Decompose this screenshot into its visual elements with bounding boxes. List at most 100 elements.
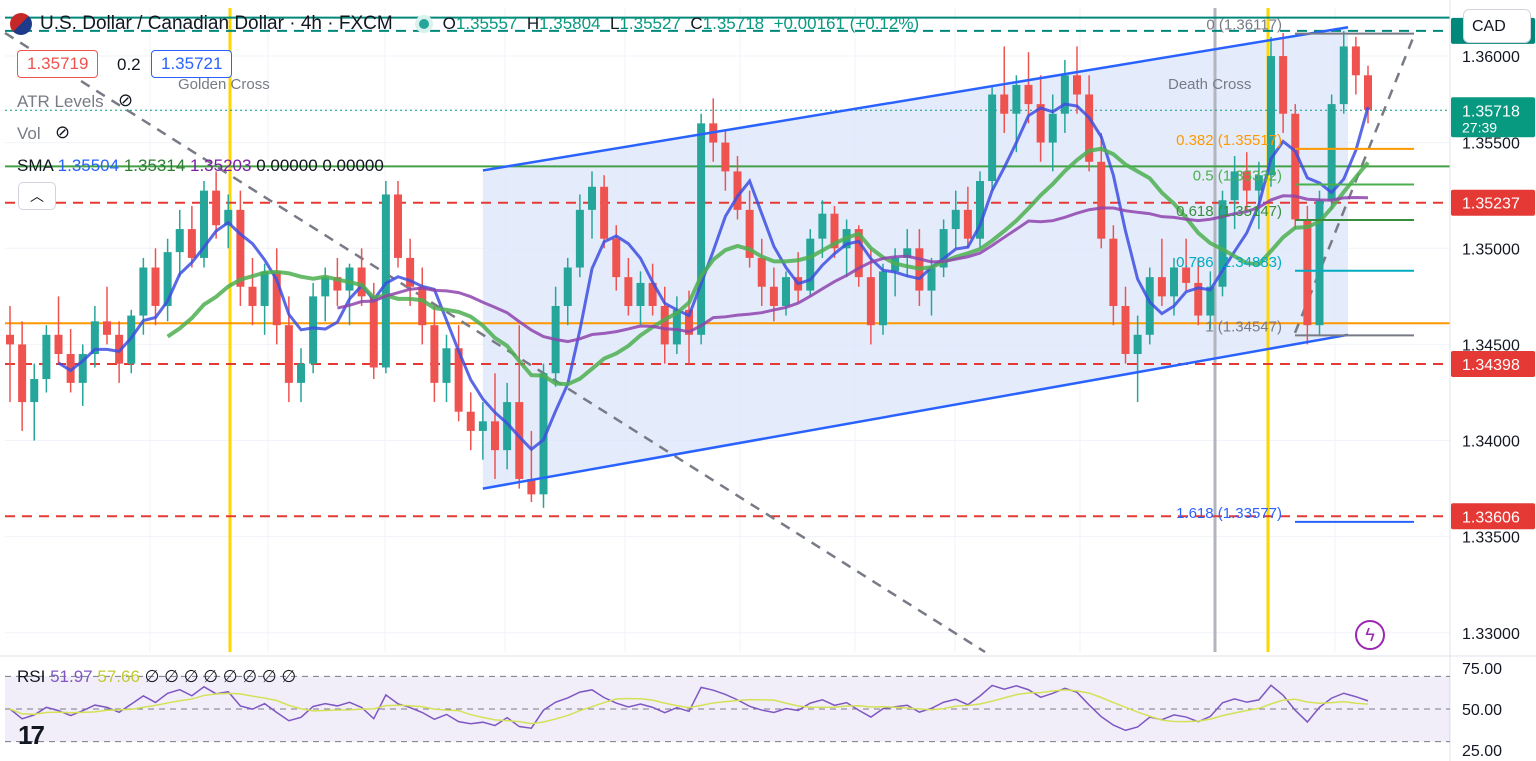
currency-selector[interactable]: CAD: [1463, 9, 1531, 43]
candle-body: [1036, 104, 1045, 143]
candle-body: [600, 186, 609, 239]
candle-body: [1315, 200, 1324, 326]
lightning-icon[interactable]: ϟ: [1355, 620, 1385, 650]
candle-body: [939, 229, 948, 268]
candle-body: [866, 277, 875, 326]
candle-body: [418, 286, 427, 326]
candle-body: [1182, 267, 1191, 283]
fib-label: 0 (1.36117): [1206, 17, 1282, 34]
candle-body: [951, 209, 960, 230]
candle-body: [1145, 277, 1154, 335]
candle-body: [103, 321, 111, 335]
candle-body: [1097, 161, 1106, 239]
candle-body: [333, 277, 342, 291]
rsi-legend[interactable]: RSI 51.97 57.66 ∅ ∅ ∅ ∅ ∅ ∅ ∅ ∅: [17, 667, 297, 686]
candle-body: [660, 305, 669, 345]
candle-body: [297, 363, 305, 383]
sma-value: 0.00000: [317, 156, 384, 175]
candle-body: [1279, 56, 1288, 114]
candle-body: [30, 379, 39, 403]
ohlc-readout: O1.35557 H1.35804 L1.35527 C1.35718 +0.0…: [442, 14, 920, 33]
fib-label: 0.618 (1.35147): [1176, 203, 1282, 220]
sma-line: [166, 146, 1370, 387]
fib-label: 1 (1.34547): [1205, 318, 1282, 335]
spread-value: 0.2: [117, 55, 141, 74]
candle-body: [1133, 334, 1142, 355]
trendline-dashed: [4, 31, 986, 654]
candle-body: [248, 286, 257, 306]
symbol-title[interactable]: U.S. Dollar / Canadian Dollar · 4h · FXC…: [40, 13, 393, 34]
sma-legend[interactable]: SMA 1.35504 1.35314 1.35203 0.00000 0.00…: [17, 156, 384, 175]
fib-label: 0.5 (1.35332): [1193, 167, 1282, 184]
candle-body: [539, 373, 548, 495]
candle-body: [624, 277, 633, 306]
sma-value: 1.35314: [119, 156, 186, 175]
candle-body: [1254, 175, 1263, 191]
candle-body: [648, 282, 657, 306]
candle-body: [66, 354, 75, 383]
candle-body: [139, 267, 148, 316]
fib-label: 1.618 (1.33577): [1176, 505, 1282, 522]
channel-lower-line: [482, 333, 1349, 490]
candle-body: [18, 344, 27, 403]
price-label: 1.35237: [1462, 196, 1520, 213]
candle-body: [1303, 219, 1312, 326]
candle-body: [6, 334, 14, 345]
candle-body: [672, 309, 681, 345]
sma-line: [337, 194, 1369, 344]
candle-body: [782, 277, 790, 306]
candle-body: [1012, 84, 1021, 114]
candle-body: [163, 252, 172, 306]
candle-body: [527, 478, 536, 495]
candle-body: [1085, 94, 1094, 162]
candle-body: [90, 321, 99, 355]
candle-body: [54, 334, 63, 355]
candle-body: [42, 334, 51, 380]
us-flag-icon: [10, 13, 32, 35]
candle-body: [187, 229, 196, 258]
atr-levels-label[interactable]: ATR Levels: [17, 92, 104, 111]
candle-body: [769, 286, 778, 306]
collapse-legend-button[interactable]: ︿: [18, 182, 56, 210]
y-tick-label: 1.35000: [1462, 241, 1520, 258]
candle-body: [1073, 75, 1081, 95]
candle-body: [976, 181, 984, 239]
candle-body: [721, 142, 730, 172]
candle-body: [963, 209, 972, 239]
candle-body: [1339, 46, 1348, 105]
candle-body: [224, 209, 233, 226]
eye-hidden-icon[interactable]: ⊘: [118, 90, 134, 110]
fib-label: 0.382 (1.35517): [1176, 132, 1282, 149]
sma-value: 0.00000: [251, 156, 318, 175]
candle-body: [757, 257, 766, 287]
rsi-tick-label: 50.00: [1462, 702, 1502, 719]
candle-body: [272, 271, 281, 326]
candle-body: [1121, 305, 1130, 355]
y-tick-label: 1.33000: [1462, 626, 1520, 643]
candle-body: [284, 325, 293, 383]
buy-price-button[interactable]: 1.35721: [151, 50, 233, 78]
candle-body: [879, 271, 887, 326]
candle-body: [830, 213, 839, 249]
candle-body: [430, 325, 439, 383]
candle-body: [903, 248, 912, 258]
eye-hidden-icon[interactable]: ⊘: [55, 122, 71, 142]
candle-body: [381, 194, 390, 368]
sell-price-button[interactable]: 1.35719: [17, 50, 99, 78]
candle-body: [454, 348, 463, 412]
sma-value: 1.35504: [57, 156, 120, 175]
candle-body: [260, 271, 269, 306]
vol-label[interactable]: Vol: [17, 124, 41, 143]
candle-body: [1351, 46, 1360, 76]
candle-body: [927, 267, 936, 291]
y-tick-label: 1.36000: [1462, 49, 1520, 66]
price-label-box: [1451, 503, 1535, 530]
y-tick-label: 1.34500: [1462, 337, 1520, 354]
rsi-tick-label: 75.00: [1462, 661, 1502, 678]
candle-body: [1327, 104, 1336, 201]
candle-body: [563, 267, 572, 306]
tradingview-logo: 17: [18, 720, 45, 750]
candle-body: [406, 257, 415, 287]
candle-body: [466, 411, 475, 431]
